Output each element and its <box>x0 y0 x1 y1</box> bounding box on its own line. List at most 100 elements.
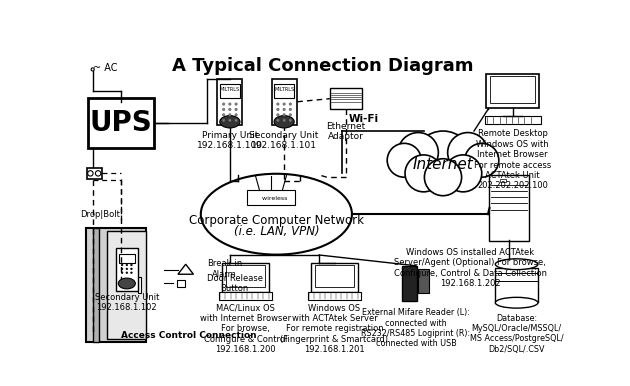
FancyBboxPatch shape <box>220 84 240 98</box>
Text: Remote Desktop
Windows OS with
Internet Browser
For remote access
ACTAtek Unit
2: Remote Desktop Windows OS with Internet … <box>474 129 551 190</box>
Circle shape <box>289 114 292 116</box>
Text: External Mifare Reader (L):
connected with
RS232/RS485 Logiprint (R):
connected : External Mifare Reader (L): connected wi… <box>362 308 471 348</box>
Text: UPS: UPS <box>90 109 152 137</box>
Circle shape <box>229 108 231 111</box>
Text: (i.e. LAN, VPN): (i.e. LAN, VPN) <box>234 225 319 238</box>
Circle shape <box>448 132 488 173</box>
Circle shape <box>130 272 132 273</box>
Circle shape <box>405 155 442 192</box>
FancyBboxPatch shape <box>226 265 265 286</box>
FancyBboxPatch shape <box>281 119 287 125</box>
FancyBboxPatch shape <box>108 231 146 339</box>
FancyBboxPatch shape <box>308 292 361 300</box>
Text: Secondary Unit
192.168.1.101: Secondary Unit 192.168.1.101 <box>249 131 319 151</box>
FancyBboxPatch shape <box>227 119 233 125</box>
Text: MAC/Linux OS
with Internet Browser
For browse,
Configure & Control
192.168.1.200: MAC/Linux OS with Internet Browser For b… <box>200 303 291 354</box>
Text: Secondary Unit
192.168.1.102: Secondary Unit 192.168.1.102 <box>94 293 159 312</box>
Circle shape <box>289 103 292 105</box>
Circle shape <box>445 155 482 192</box>
FancyBboxPatch shape <box>137 277 140 293</box>
Text: Access Control Connection: Access Control Connection <box>122 332 257 340</box>
Text: A Typical Connection Diagram: A Typical Connection Diagram <box>172 57 474 75</box>
Circle shape <box>398 132 438 173</box>
FancyBboxPatch shape <box>222 263 268 292</box>
Circle shape <box>235 119 238 121</box>
Circle shape <box>229 119 231 121</box>
FancyBboxPatch shape <box>247 190 295 205</box>
Circle shape <box>425 159 462 196</box>
Circle shape <box>289 119 292 121</box>
Ellipse shape <box>201 174 352 255</box>
FancyBboxPatch shape <box>177 279 185 287</box>
Circle shape <box>95 171 101 176</box>
Circle shape <box>283 103 285 105</box>
Circle shape <box>222 119 225 121</box>
Circle shape <box>235 108 238 111</box>
FancyBboxPatch shape <box>486 74 539 108</box>
Circle shape <box>387 143 421 177</box>
Circle shape <box>277 119 279 121</box>
FancyBboxPatch shape <box>219 292 272 300</box>
Circle shape <box>229 103 231 105</box>
Circle shape <box>277 108 279 111</box>
Circle shape <box>222 108 225 111</box>
FancyBboxPatch shape <box>116 249 137 291</box>
Circle shape <box>465 143 499 177</box>
Ellipse shape <box>495 297 538 308</box>
FancyBboxPatch shape <box>274 84 294 98</box>
Circle shape <box>413 131 472 190</box>
FancyBboxPatch shape <box>418 269 429 293</box>
Circle shape <box>130 268 132 269</box>
Text: Primary Unit
192.168.1.100: Primary Unit 192.168.1.100 <box>197 131 263 151</box>
Circle shape <box>222 103 225 105</box>
Circle shape <box>126 264 128 266</box>
Circle shape <box>277 114 279 116</box>
Text: wireless: wireless <box>258 196 287 200</box>
FancyBboxPatch shape <box>119 254 135 264</box>
Circle shape <box>229 114 231 116</box>
Text: Ethernet
Adaptor: Ethernet Adaptor <box>326 122 366 141</box>
FancyBboxPatch shape <box>490 76 536 103</box>
FancyBboxPatch shape <box>217 79 243 125</box>
FancyBboxPatch shape <box>402 266 418 301</box>
Text: Door Release
Button: Door Release Button <box>207 274 263 293</box>
Text: Drop|Bolt: Drop|Bolt <box>80 210 120 219</box>
FancyBboxPatch shape <box>489 175 529 241</box>
Circle shape <box>126 272 128 273</box>
Circle shape <box>122 264 123 266</box>
FancyBboxPatch shape <box>495 268 538 302</box>
Text: Corporate Computer Network: Corporate Computer Network <box>189 214 364 227</box>
Text: MILTRLS: MILTRLS <box>220 87 240 92</box>
Circle shape <box>88 171 93 176</box>
Circle shape <box>283 108 285 111</box>
Circle shape <box>289 108 292 111</box>
Text: ~ AC: ~ AC <box>93 63 117 73</box>
FancyBboxPatch shape <box>272 79 297 125</box>
Circle shape <box>222 114 225 116</box>
Circle shape <box>91 68 94 71</box>
Ellipse shape <box>118 278 135 289</box>
Circle shape <box>283 114 285 116</box>
Text: Internet: Internet <box>413 157 473 172</box>
Text: Wi-Fi: Wi-Fi <box>348 114 379 124</box>
FancyBboxPatch shape <box>86 168 102 179</box>
FancyBboxPatch shape <box>315 265 354 286</box>
Text: Windows OS
with ACTAtek Server
For remote registration
(Fingerprint & Smartcard): Windows OS with ACTAtek Server For remot… <box>280 303 389 354</box>
Circle shape <box>235 114 238 116</box>
Circle shape <box>130 264 132 266</box>
Circle shape <box>122 268 123 269</box>
Text: MILTRLS: MILTRLS <box>274 87 294 92</box>
FancyBboxPatch shape <box>330 88 362 110</box>
Ellipse shape <box>274 116 294 128</box>
Text: Database:
MySQL/Oracle/MSSQL/
MS Access/PostgreSQL/
Db2/SQL/.CSV: Database: MySQL/Oracle/MSSQL/ MS Access/… <box>470 313 563 354</box>
Circle shape <box>283 119 285 121</box>
FancyBboxPatch shape <box>88 98 154 148</box>
FancyBboxPatch shape <box>311 263 358 292</box>
FancyBboxPatch shape <box>93 228 99 342</box>
FancyBboxPatch shape <box>86 228 146 342</box>
Ellipse shape <box>401 135 486 185</box>
Circle shape <box>277 103 279 105</box>
Ellipse shape <box>220 116 240 128</box>
Text: Windows OS installed ACTAtek
Server/Agent (Optional) For browse,
Configure, Cont: Windows OS installed ACTAtek Server/Agen… <box>394 248 547 288</box>
Circle shape <box>126 268 128 269</box>
